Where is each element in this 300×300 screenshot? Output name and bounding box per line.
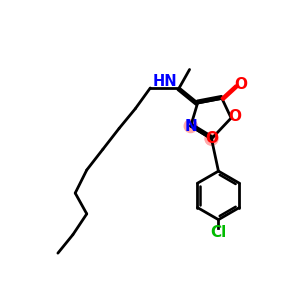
Circle shape [205, 132, 218, 145]
Text: O: O [205, 131, 218, 146]
Circle shape [184, 120, 197, 133]
Text: Cl: Cl [210, 225, 226, 240]
Text: N: N [184, 118, 197, 134]
Text: O: O [228, 109, 241, 124]
Text: HN: HN [152, 74, 177, 89]
Text: O: O [234, 77, 247, 92]
